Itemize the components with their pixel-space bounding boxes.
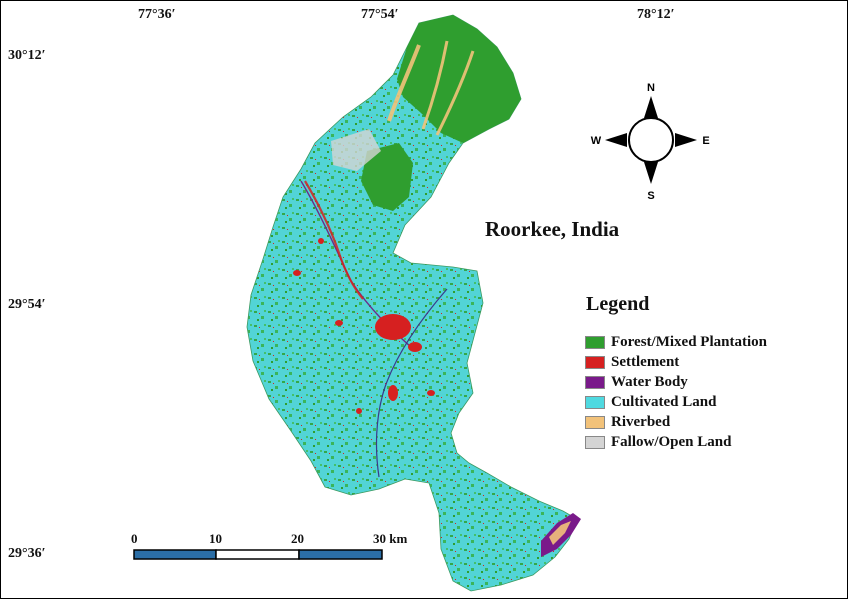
settlement [427, 390, 435, 396]
map-title: Roorkee, India [485, 217, 620, 241]
scale-tick-label: 30 km [373, 531, 408, 546]
legend-item-settlement: Settlement [585, 352, 767, 372]
settlement [356, 408, 362, 414]
compass-rose: N S E W [591, 82, 710, 202]
compass-north-label: N [647, 82, 655, 94]
legend-item-riverbed: Riverbed [585, 412, 767, 432]
legend-swatch [585, 355, 605, 369]
longitude-label: 78°12′ [637, 7, 675, 22]
riverbed-channel [387, 44, 421, 122]
compass-west-label: W [591, 135, 602, 147]
legend-swatch [585, 415, 605, 429]
scale-segment-2 [215, 549, 300, 560]
fallow-patch [331, 129, 381, 171]
compass-east-label: E [702, 135, 709, 147]
legend-item-water-body: Water Body [585, 372, 767, 392]
legend-title: Legend [586, 293, 650, 315]
riverbed-area [549, 521, 571, 545]
latitude-label: 30°12′ [8, 48, 46, 63]
legend-label: Water Body [611, 373, 688, 390]
legend-swatch [585, 395, 605, 409]
scale-segment-3 [298, 549, 383, 560]
legend-label: Fallow/Open Land [611, 433, 732, 450]
legend-label: Cultivated Land [611, 393, 717, 410]
settlement [408, 342, 422, 352]
legend-swatch [585, 435, 605, 449]
riverbed-channel [435, 50, 475, 136]
legend-swatch [585, 375, 605, 389]
longitude-label: 77°36′ [138, 7, 176, 22]
legend: Forest/Mixed Plantation Settlement Water… [585, 332, 767, 452]
scale-tick-label: 0 [131, 531, 138, 546]
legend-item-cultivated: Cultivated Land [585, 392, 767, 412]
legend-swatch [585, 335, 605, 349]
riverbed-channel [421, 40, 449, 130]
compass-south-label: S [647, 190, 654, 202]
longitude-label: 77°54′ [361, 7, 399, 22]
scale-segment-1 [133, 549, 217, 560]
settlement [388, 385, 398, 401]
legend-label: Riverbed [611, 413, 671, 430]
settlement [335, 320, 343, 326]
scale-tick-label: 10 [209, 531, 222, 546]
forest-patch [361, 143, 413, 211]
legend-label: Forest/Mixed Plantation [611, 333, 767, 350]
legend-label: Settlement [611, 353, 680, 370]
legend-item-forest: Forest/Mixed Plantation [585, 332, 767, 352]
settlement-corridor [304, 180, 364, 300]
scale-tick-label: 20 [291, 531, 304, 546]
canal-line [375, 288, 448, 478]
settlement [293, 270, 301, 276]
latitude-label: 29°54′ [8, 297, 46, 312]
settlement-roorkee-town [375, 314, 411, 340]
legend-item-fallow: Fallow/Open Land [585, 432, 767, 452]
settlement [318, 238, 324, 244]
latitude-label: 29°36′ [8, 546, 46, 561]
scale-bar [133, 549, 383, 560]
